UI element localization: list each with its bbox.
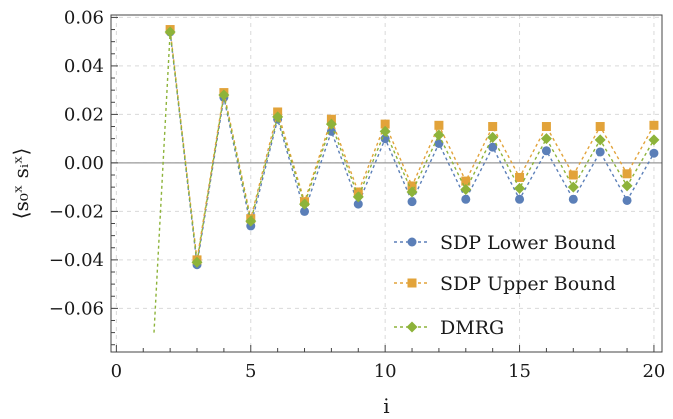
y-tick-label: 0.04: [64, 56, 104, 77]
series-line: [153, 31, 655, 333]
plot-frame: [110, 14, 663, 353]
legend-label: DMRG: [440, 317, 504, 339]
y-tick-label: −0.02: [49, 201, 104, 222]
y-axis: 0.06 0.04 0.02 0.00 −0.02 −0.04 −0.06: [49, 7, 118, 346]
legend-label: SDP Upper Bound: [440, 273, 616, 295]
data-point: [488, 142, 498, 152]
data-point: [541, 146, 551, 156]
data-point: [648, 134, 660, 146]
series-sdp-upper-bound: [165, 25, 659, 265]
data-point: [191, 256, 203, 268]
y-axis-title: ⟨s₀ˣ sᵢˣ⟩: [9, 148, 33, 219]
data-point: [649, 148, 659, 158]
data-point: [164, 26, 176, 38]
data-point: [594, 134, 606, 146]
grid-lines: [111, 15, 662, 352]
data-point: [406, 186, 418, 198]
data-point: [407, 197, 417, 207]
y-tick-label: 0.02: [64, 104, 104, 125]
y-tick-label: −0.04: [49, 250, 104, 271]
legend-item-dmrg: DMRG: [394, 317, 504, 339]
y-tick-label: 0.06: [64, 7, 104, 28]
data-point: [461, 194, 471, 204]
data-point: [407, 237, 417, 247]
data-point: [218, 89, 230, 101]
y-tick-label: 0.00: [64, 153, 104, 174]
data-point: [326, 126, 336, 136]
legend-item-sdp-upper-bound: SDP Upper Bound: [394, 273, 616, 295]
data-point: [515, 172, 525, 182]
data-point: [649, 120, 659, 130]
data-point: [245, 215, 257, 227]
data-point: [595, 147, 605, 157]
x-tick-label: 5: [245, 361, 256, 382]
data-point: [434, 120, 444, 130]
data-point: [433, 129, 445, 141]
data-point: [407, 278, 417, 288]
data-point: [380, 119, 390, 129]
series-line: [169, 31, 655, 265]
data-point: [622, 169, 632, 179]
data-point: [567, 181, 579, 193]
data-point: [353, 199, 363, 209]
data-point: [461, 176, 471, 186]
data-point: [514, 182, 526, 194]
data-point: [272, 111, 284, 123]
data-point: [568, 194, 578, 204]
data-point: [407, 181, 417, 191]
data-point: [541, 122, 551, 132]
x-tick-label: 10: [374, 361, 397, 382]
data-point: [621, 180, 633, 192]
data-point: [460, 184, 472, 196]
data-point: [540, 133, 552, 145]
data-point: [595, 122, 605, 132]
data-point: [300, 206, 310, 216]
data-point: [352, 191, 364, 203]
data-point: [487, 131, 499, 143]
x-tick-label: 0: [111, 361, 122, 382]
x-axis: 0 5 10 15 20: [111, 345, 665, 382]
data-point: [379, 125, 391, 137]
data-point: [568, 170, 578, 180]
x-axis-title: i: [383, 394, 389, 418]
legend: SDP Lower Bound SDP Upper Bound DMRG: [394, 232, 616, 339]
data-point: [406, 321, 418, 333]
series-dmrg: [153, 26, 660, 333]
data-point: [515, 194, 525, 204]
legend-label: SDP Lower Bound: [440, 232, 616, 254]
data-point: [622, 195, 632, 205]
data-point: [488, 122, 498, 132]
x-tick-label: 15: [508, 361, 531, 382]
x-tick-label: 20: [642, 361, 665, 382]
data-point: [325, 118, 337, 130]
series-layer: [153, 25, 660, 333]
y-tick-label: −0.06: [49, 298, 104, 319]
data-point: [434, 138, 444, 148]
series-line: [169, 29, 655, 260]
legend-item-sdp-lower-bound: SDP Lower Bound: [394, 232, 616, 254]
data-point: [299, 198, 311, 210]
